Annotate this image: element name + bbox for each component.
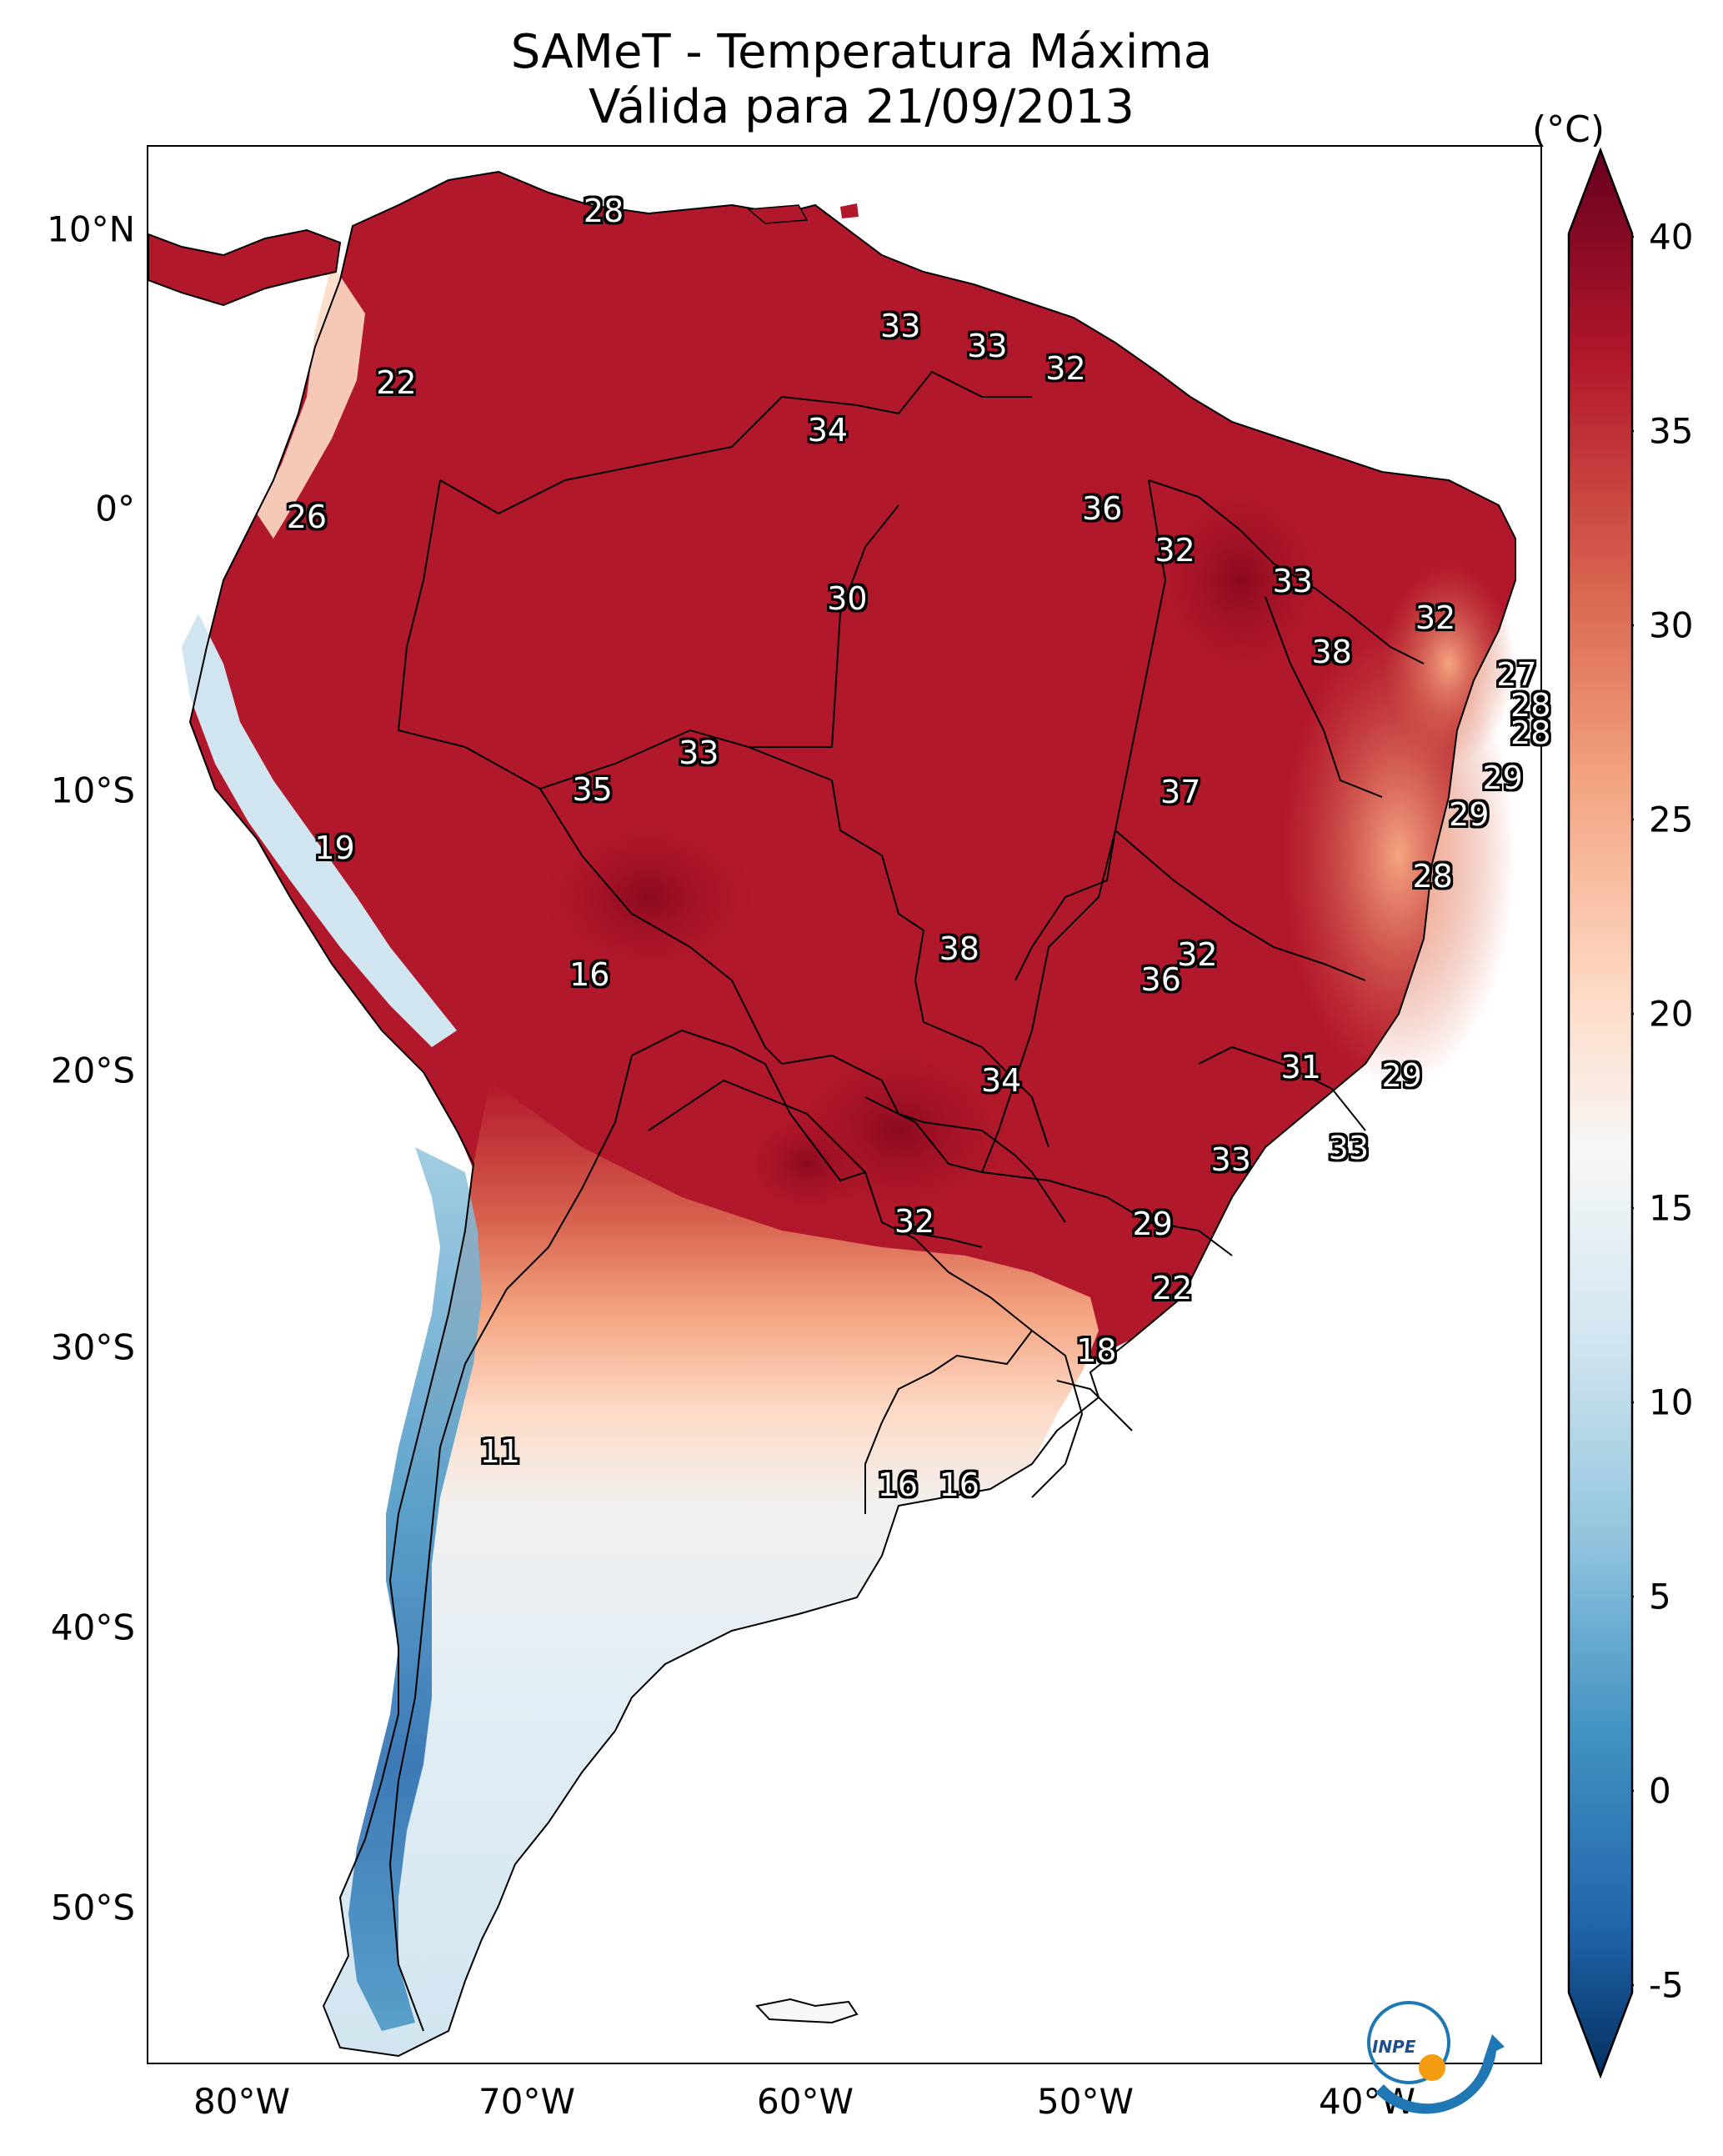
temperature-label: 19 — [314, 830, 355, 867]
central-america-land — [148, 228, 342, 307]
temperature-label: 33 — [880, 308, 921, 345]
colorbar-tick-label: 25 — [1649, 799, 1694, 840]
map-subtitle: Válida para 21/09/2013 — [589, 80, 1134, 134]
lon-tick-label: 50°W — [1037, 2081, 1134, 2122]
hot-core-chaco — [732, 1106, 882, 1222]
temperature-label: 36 — [1140, 961, 1181, 999]
lon-tick-label: 60°W — [757, 2081, 854, 2122]
lon-tick-label: 80°W — [193, 2081, 290, 2122]
colorbar-tick-label: 0 — [1649, 1770, 1671, 1812]
colorbar-tick-label: -5 — [1649, 1964, 1684, 2006]
hot-core-northeast — [1140, 464, 1340, 697]
temperature-label: 29 — [1381, 1056, 1422, 1094]
caribbean-island — [840, 203, 859, 218]
temperature-label: 33 — [1272, 563, 1313, 600]
caribbean-island — [747, 204, 809, 224]
temperature-label: 32 — [1177, 936, 1218, 974]
temperature-label: 38 — [939, 930, 979, 968]
inpe-logo: INPE — [1367, 2001, 1505, 2114]
colombia-andes-cool — [257, 263, 365, 539]
temperature-label: 33 — [967, 327, 1008, 364]
colorbar-tick-label: 30 — [1649, 604, 1694, 646]
temperature-label: 31 — [1280, 1048, 1321, 1086]
pacific-coast-cool-band — [182, 614, 457, 1047]
temperature-label: 22 — [1151, 1270, 1193, 1307]
temperature-label: 27 — [1496, 655, 1537, 693]
temperature-label: 32 — [894, 1202, 935, 1240]
temperature-label: 28 — [1412, 857, 1453, 895]
southern-cone-land — [323, 1081, 1099, 2056]
colorbar-tick-label: 40 — [1649, 216, 1694, 258]
temperature-label: 22 — [376, 364, 417, 401]
temperature-label: 29 — [1449, 795, 1490, 833]
temperature-label: 16 — [877, 1467, 919, 1504]
map-title: SAMeT - Temperatura Máxima — [510, 25, 1213, 79]
lat-tick-label: 20°S — [50, 1050, 135, 1091]
temperature-label: 30 — [827, 579, 868, 617]
lat-tick-label: 10°S — [50, 770, 135, 811]
temperature-label: 28 — [1510, 714, 1551, 752]
lat-tick-label: 40°S — [50, 1607, 135, 1648]
colorbar — [1567, 147, 1634, 2079]
temperature-label: 32 — [1045, 349, 1086, 387]
temperature-label: 16 — [569, 955, 610, 993]
temperature-label: 34 — [807, 411, 849, 449]
temperature-label: 11 — [479, 1432, 520, 1470]
colorbar-tick-label: 10 — [1649, 1381, 1694, 1423]
andes-cold-strip — [348, 1147, 482, 2031]
temperature-label: 33 — [1210, 1141, 1251, 1178]
temperature-label: 33 — [1328, 1130, 1370, 1167]
temperature-label: 36 — [1081, 490, 1123, 527]
coastline — [188, 170, 1516, 2058]
logo-text: INPE — [1372, 2037, 1416, 2057]
colorbar-unit: (°C) — [1532, 108, 1605, 151]
colorbar-tick-label: 5 — [1649, 1576, 1671, 1617]
lat-tick-label: 30°S — [50, 1326, 135, 1368]
falkland-islands — [755, 1998, 859, 2024]
colorbar-tick-label: 20 — [1649, 993, 1694, 1035]
map-frame — [147, 145, 1542, 2064]
temperature-label: 33 — [679, 734, 719, 771]
temperature-label: 26 — [286, 499, 328, 536]
country-borders — [388, 370, 1425, 2032]
temperature-label: 38 — [1311, 633, 1352, 670]
temperature-label: 18 — [1076, 1331, 1117, 1369]
map-canvas — [148, 170, 1516, 2058]
warm-zone-coast — [1382, 564, 1515, 764]
temperature-label: 29 — [1482, 760, 1523, 797]
temperature-label: 37 — [1160, 773, 1201, 810]
colorbar-tick-label: 35 — [1649, 410, 1694, 452]
temperature-label: 35 — [572, 770, 613, 808]
hot-core-west — [523, 805, 774, 989]
lat-tick-label: 50°S — [50, 1887, 135, 1928]
temperature-label: 28 — [1510, 686, 1551, 724]
temperature-label: 32 — [1155, 532, 1195, 569]
temperature-label: 16 — [939, 1467, 979, 1504]
temperature-label: 28 — [583, 193, 624, 230]
lon-tick-label: 70°W — [478, 2081, 575, 2122]
temperature-label: 32 — [1415, 599, 1456, 637]
temperature-label: 34 — [981, 1062, 1022, 1100]
temperature-label: 29 — [1132, 1206, 1173, 1243]
lat-tick-label: 10°N — [47, 208, 135, 250]
lat-tick-label: 0° — [95, 488, 135, 529]
colorbar-tick-label: 15 — [1649, 1187, 1694, 1229]
